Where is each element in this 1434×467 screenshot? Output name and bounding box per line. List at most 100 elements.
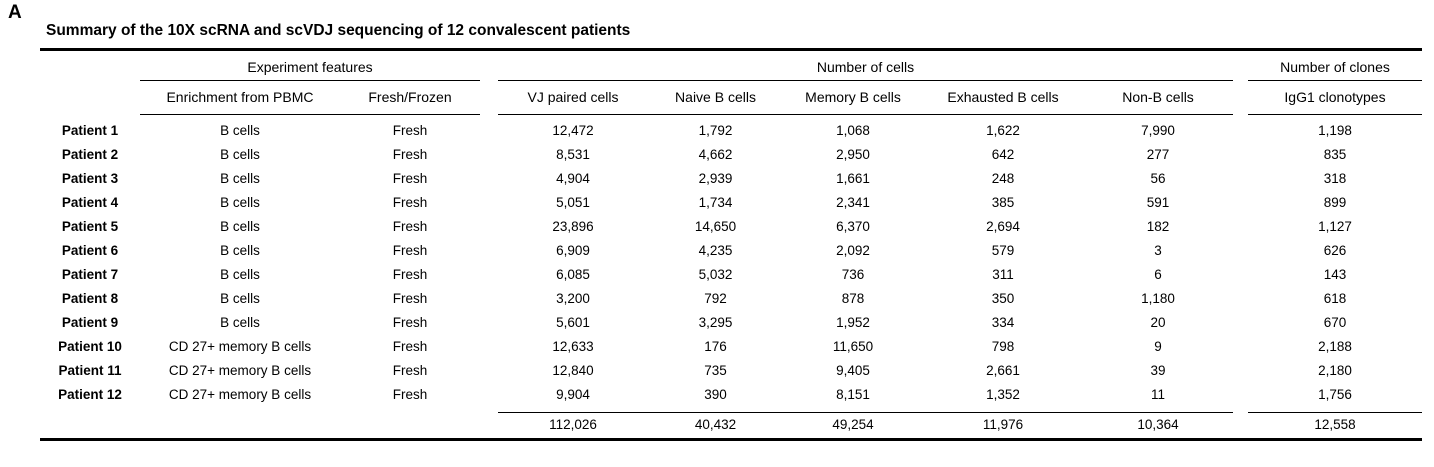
non-b-cells-cell: 1,180 [1141,291,1175,306]
igg1-clonotypes-cell: 618 [1323,291,1347,306]
empty-cell [140,412,340,438]
naive-b-cells-cell: 4,235 [698,243,733,258]
group-spacer [480,239,498,263]
vj-paired-cells-cell: 23,896 [552,219,594,234]
naive-b-cells-cell: 2,939 [698,171,733,186]
vj-paired-cells-cell: 6,909 [556,243,590,258]
patient-row: Patient 10 CD 27+ memory B cells Fresh 1… [40,335,1422,359]
empty-cell [340,412,480,438]
fresh-frozen-cell: Fresh [392,363,428,378]
group-spacer [1233,311,1248,335]
group-header-number-of-clones: Number of clones [1248,51,1423,81]
igg1-clonotypes-cell: 626 [1323,243,1347,258]
patient-row: Patient 3 B cells Fresh 4,904 2,939 1,66… [40,167,1422,191]
patient-label: Patient 5 [61,219,119,234]
memory-b-cells-cell: 1,952 [836,315,870,330]
panel-label: A [8,2,22,23]
non-b-cells-cell: 7,990 [1141,123,1175,138]
enrichment-cell: B cells [220,243,260,258]
non-b-cells-cell: 56 [1150,171,1166,186]
igg1-clonotypes-cell: 1,756 [1318,387,1352,402]
total-naive-b-cells: 40,432 [648,412,784,438]
igg1-clonotypes-cell: 143 [1323,267,1347,282]
col-header-enrichment-from-pbmc: Enrichment from PBMC [140,81,340,115]
patient-label: Patient 3 [61,171,119,186]
table-title: Summary of the 10X scRNA and scVDJ seque… [46,22,631,39]
table-container: Summary of the 10X scRNA and scVDJ seque… [40,22,1423,441]
group-header-row: Experiment features Number of cells Numb… [40,51,1423,81]
table-header: Experiment features Number of cells Numb… [40,51,1423,115]
patient-label: Patient 2 [61,147,119,162]
table-body: Patient 1 B cells Fresh 12,472 1,792 1,0… [40,115,1422,412]
group-spacer [480,191,498,215]
col-header-naive-b-cells: Naive B cells [648,81,784,115]
col-header-memory-b-cells: Memory B cells [783,81,924,115]
patient-label: Patient 9 [61,315,119,330]
col-header-igg1-clonotypes: IgG1 clonotypes [1248,81,1423,115]
corner-cell [40,81,140,115]
total-memory-b-cells: 49,254 [783,412,924,438]
enrichment-cell: B cells [220,195,260,210]
group-spacer [480,81,498,115]
naive-b-cells-cell: 1,734 [698,195,733,210]
naive-b-cells-cell: 3,295 [698,315,733,330]
memory-b-cells-cell: 736 [841,267,865,282]
group-spacer [480,412,498,438]
naive-b-cells-cell: 14,650 [694,219,737,234]
patient-label: Patient 11 [58,363,122,378]
patient-row: Patient 1 B cells Fresh 12,472 1,792 1,0… [40,115,1422,143]
memory-b-cells-cell: 6,370 [836,219,870,234]
non-b-cells-cell: 39 [1150,363,1166,378]
vj-paired-cells-cell: 5,051 [556,195,590,210]
group-spacer [1233,412,1248,438]
exhausted-b-cells-cell: 334 [991,315,1015,330]
vj-paired-cells-cell: 12,472 [552,123,594,138]
non-b-cells-cell: 277 [1146,147,1170,162]
exhausted-b-cells-cell: 642 [991,147,1015,162]
memory-b-cells-cell: 2,950 [836,147,870,162]
group-spacer [1233,143,1248,167]
patient-label: Patient 1 [61,123,119,138]
fresh-frozen-cell: Fresh [392,219,428,234]
naive-b-cells-cell: 4,662 [698,147,733,162]
igg1-clonotypes-cell: 1,198 [1318,123,1352,138]
col-header-vj-paired-cells: VJ paired cells [498,81,649,115]
group-spacer [480,215,498,239]
naive-b-cells-cell: 176 [704,339,727,354]
group-spacer [480,51,498,81]
total-exhausted-b-cells: 11,976 [923,412,1084,438]
vj-paired-cells-cell: 12,840 [552,363,594,378]
enrichment-cell: CD 27+ memory B cells [168,363,312,378]
group-header-number-of-cells: Number of cells [498,51,1234,81]
group-spacer [1233,287,1248,311]
group-spacer [480,115,498,143]
non-b-cells-cell: 3 [1154,243,1162,258]
table-footer: 112,026 40,432 49,254 11,976 10,364 12,5… [40,412,1423,438]
exhausted-b-cells-cell: 1,352 [986,387,1020,402]
naive-b-cells-cell: 5,032 [698,267,733,282]
patient-row: Patient 9 B cells Fresh 5,601 3,295 1,95… [40,311,1422,335]
exhausted-b-cells-cell: 350 [991,291,1015,306]
igg1-clonotypes-cell: 670 [1323,315,1347,330]
fresh-frozen-cell: Fresh [392,195,428,210]
enrichment-cell: B cells [220,147,260,162]
fresh-frozen-cell: Fresh [392,147,428,162]
non-b-cells-cell: 591 [1146,195,1170,210]
fresh-frozen-cell: Fresh [392,387,428,402]
memory-b-cells-cell: 8,151 [836,387,870,402]
total-vj-paired-cells: 112,026 [498,412,649,438]
exhausted-b-cells-cell: 798 [991,339,1015,354]
patient-row: Patient 4 B cells Fresh 5,051 1,734 2,34… [40,191,1422,215]
total-igg1-clonotypes: 12,558 [1248,412,1423,438]
vj-paired-cells-cell: 8,531 [556,147,590,162]
col-header-exhausted-b-cells: Exhausted B cells [923,81,1084,115]
exhausted-b-cells-cell: 2,694 [986,219,1020,234]
naive-b-cells-cell: 792 [704,291,727,306]
non-b-cells-cell: 11 [1151,387,1166,402]
enrichment-cell: B cells [220,291,260,306]
group-spacer [1233,263,1248,287]
patient-row: Patient 12 CD 27+ memory B cells Fresh 9… [40,383,1422,413]
group-spacer [1233,115,1248,143]
vj-paired-cells-cell: 3,200 [556,291,590,306]
exhausted-b-cells-cell: 1,622 [986,123,1020,138]
